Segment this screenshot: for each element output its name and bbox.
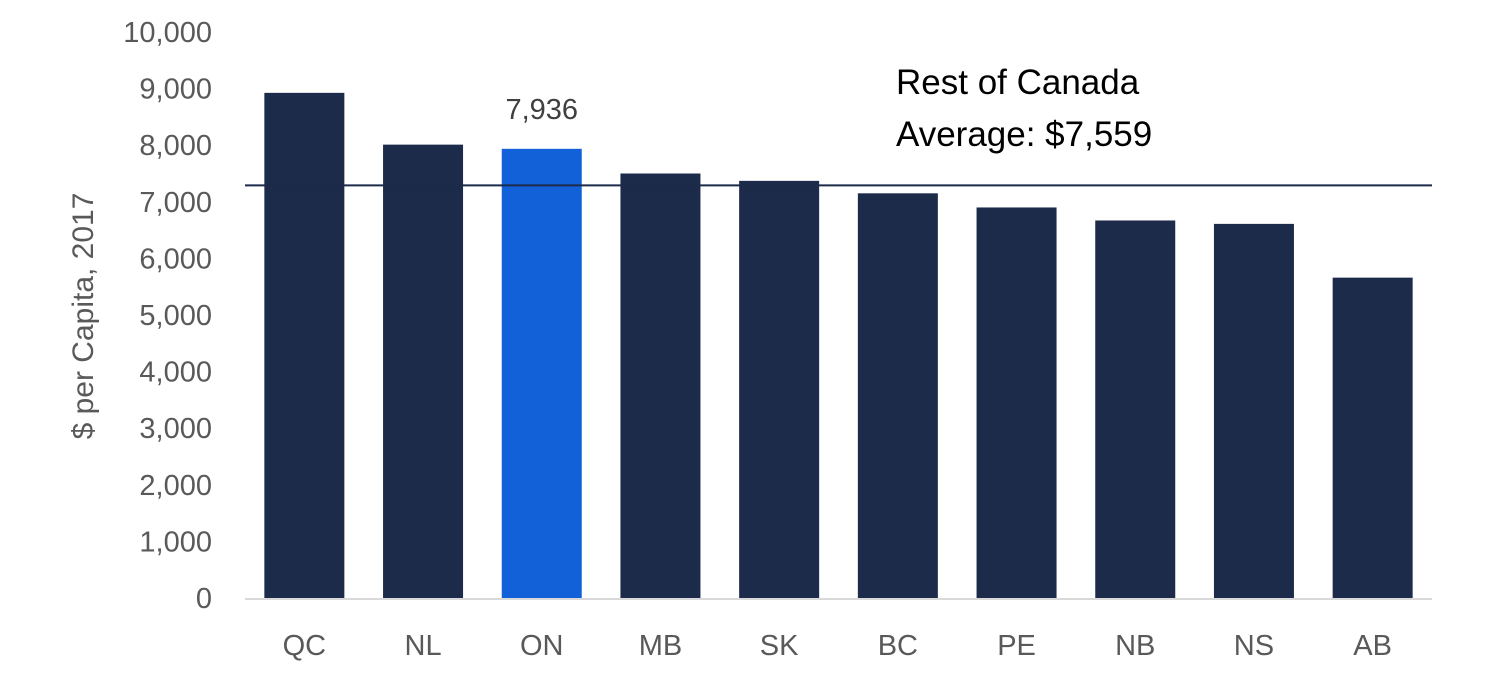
on-value-label: 7,936 (505, 94, 578, 126)
x-tick-label: NB (1115, 630, 1155, 662)
y-axis-title: $ per Capita, 2017 (67, 193, 100, 440)
y-tick-label: 10,000 (123, 17, 212, 49)
x-tick-label: NS (1234, 630, 1274, 662)
bar-sk (739, 180, 820, 598)
bar-pe (976, 207, 1057, 598)
x-axis-ticks: QC NL ON MB SK BC PE NB NS AB (283, 630, 1392, 662)
bar-nb (1095, 220, 1176, 598)
x-tick-label: ON (520, 630, 564, 662)
x-tick-label: NL (405, 630, 442, 662)
y-axis-ticks: 0 1,000 2,000 3,000 4,000 5,000 6,000 7,000 8,00… (123, 17, 212, 615)
bar-ns (1213, 223, 1294, 598)
x-tick-label: PE (997, 630, 1036, 662)
x-tick-label: BC (878, 630, 918, 662)
bar-ab (1332, 277, 1413, 598)
x-tick-label: MB (639, 630, 683, 662)
x-tick-label: QC (283, 630, 327, 662)
x-tick-label: AB (1353, 630, 1392, 662)
y-tick-label: 0 (196, 583, 212, 615)
y-tick-label: 6,000 (139, 243, 212, 275)
x-tick-label: SK (760, 630, 799, 662)
bar-nl (383, 144, 464, 598)
y-tick-label: 2,000 (139, 470, 212, 502)
average-annotation-line-1: Rest of Canada (896, 63, 1140, 102)
bar-mb (620, 173, 701, 598)
bar-qc (264, 92, 345, 598)
bar-on (501, 148, 582, 599)
average-annotation-line-2: Average: $7,559 (896, 115, 1152, 154)
y-tick-label: 8,000 (139, 130, 212, 162)
y-tick-label: 3,000 (139, 413, 212, 445)
y-tick-label: 7,000 (139, 187, 212, 219)
y-tick-label: 4,000 (139, 357, 212, 389)
average-annotation: Rest of Canada Average: $7,559 (896, 63, 1152, 154)
y-tick-label: 5,000 (139, 300, 212, 332)
bar-bc (857, 193, 938, 598)
bars (264, 92, 1413, 599)
y-tick-label: 9,000 (139, 74, 212, 106)
y-tick-label: 1,000 (139, 526, 212, 558)
